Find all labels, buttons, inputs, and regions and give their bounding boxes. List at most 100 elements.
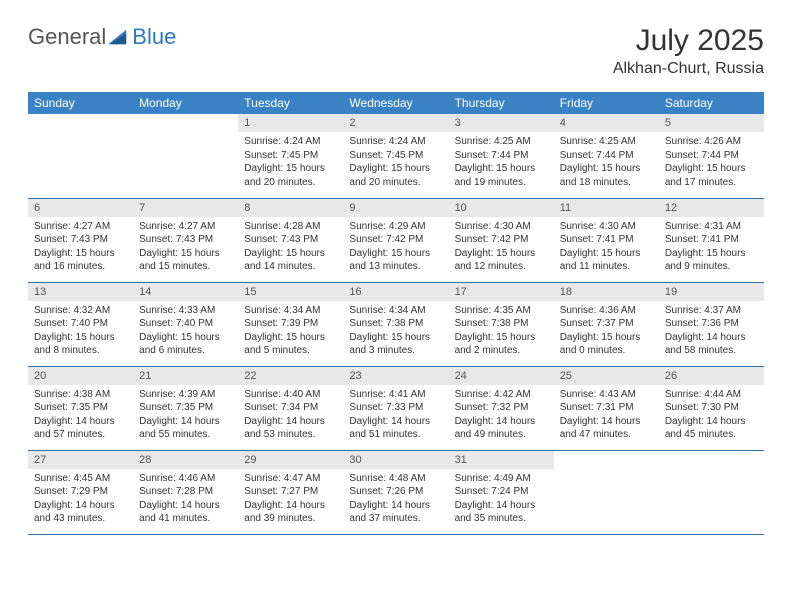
calendar-row: 6Sunrise: 4:27 AMSunset: 7:43 PMDaylight… (28, 198, 764, 282)
daylight-text: Daylight: 15 hours and 9 minutes. (665, 247, 758, 274)
day-number: 22 (238, 367, 343, 385)
day-number: 17 (449, 283, 554, 301)
daylight-text: Daylight: 14 hours and 45 minutes. (665, 415, 758, 442)
daylight-text: Daylight: 14 hours and 35 minutes. (455, 499, 548, 526)
day-data: Sunrise: 4:40 AMSunset: 7:34 PMDaylight:… (238, 385, 343, 448)
header: General Blue July 2025 Alkhan-Churt, Rus… (28, 24, 764, 78)
day-number: 31 (449, 451, 554, 469)
day-data: Sunrise: 4:29 AMSunset: 7:42 PMDaylight:… (343, 217, 448, 280)
day-data: Sunrise: 4:43 AMSunset: 7:31 PMDaylight:… (554, 385, 659, 448)
day-number: 15 (238, 283, 343, 301)
calendar-row: 13Sunrise: 4:32 AMSunset: 7:40 PMDayligh… (28, 282, 764, 366)
day-number: 8 (238, 199, 343, 217)
day-number: 2 (343, 114, 448, 132)
sunset-text: Sunset: 7:29 PM (34, 485, 127, 499)
calendar-cell: 23Sunrise: 4:41 AMSunset: 7:33 PMDayligh… (343, 366, 448, 450)
daylight-text: Daylight: 14 hours and 58 minutes. (665, 331, 758, 358)
sunrise-text: Sunrise: 4:30 AM (560, 220, 653, 234)
day-number: 16 (343, 283, 448, 301)
sunrise-text: Sunrise: 4:47 AM (244, 472, 337, 486)
day-data: Sunrise: 4:49 AMSunset: 7:24 PMDaylight:… (449, 469, 554, 532)
sunrise-text: Sunrise: 4:42 AM (455, 388, 548, 402)
month-title: July 2025 (613, 24, 764, 58)
day-number: 1 (238, 114, 343, 132)
sunset-text: Sunset: 7:43 PM (244, 233, 337, 247)
calendar-cell: 19Sunrise: 4:37 AMSunset: 7:36 PMDayligh… (659, 282, 764, 366)
sunset-text: Sunset: 7:26 PM (349, 485, 442, 499)
calendar-cell: 25Sunrise: 4:43 AMSunset: 7:31 PMDayligh… (554, 366, 659, 450)
calendar-cell: 24Sunrise: 4:42 AMSunset: 7:32 PMDayligh… (449, 366, 554, 450)
calendar-cell: 21Sunrise: 4:39 AMSunset: 7:35 PMDayligh… (133, 366, 238, 450)
sunset-text: Sunset: 7:44 PM (455, 149, 548, 163)
day-data: Sunrise: 4:32 AMSunset: 7:40 PMDaylight:… (28, 301, 133, 364)
day-data: Sunrise: 4:36 AMSunset: 7:37 PMDaylight:… (554, 301, 659, 364)
daylight-text: Daylight: 14 hours and 57 minutes. (34, 415, 127, 442)
day-data: Sunrise: 4:37 AMSunset: 7:36 PMDaylight:… (659, 301, 764, 364)
calendar-cell: 11Sunrise: 4:30 AMSunset: 7:41 PMDayligh… (554, 198, 659, 282)
day-number: 30 (343, 451, 448, 469)
daylight-text: Daylight: 15 hours and 20 minutes. (244, 162, 337, 189)
day-data: Sunrise: 4:26 AMSunset: 7:44 PMDaylight:… (659, 132, 764, 195)
day-data: Sunrise: 4:30 AMSunset: 7:41 PMDaylight:… (554, 217, 659, 280)
sunset-text: Sunset: 7:32 PM (455, 401, 548, 415)
sunrise-text: Sunrise: 4:32 AM (34, 304, 127, 318)
sunrise-text: Sunrise: 4:36 AM (560, 304, 653, 318)
day-number: 27 (28, 451, 133, 469)
calendar-cell: 22Sunrise: 4:40 AMSunset: 7:34 PMDayligh… (238, 366, 343, 450)
day-data: Sunrise: 4:27 AMSunset: 7:43 PMDaylight:… (28, 217, 133, 280)
sunset-text: Sunset: 7:35 PM (34, 401, 127, 415)
calendar-table: Sunday Monday Tuesday Wednesday Thursday… (28, 92, 764, 535)
sunset-text: Sunset: 7:27 PM (244, 485, 337, 499)
day-data: Sunrise: 4:34 AMSunset: 7:38 PMDaylight:… (343, 301, 448, 364)
calendar-cell: 15Sunrise: 4:34 AMSunset: 7:39 PMDayligh… (238, 282, 343, 366)
sunset-text: Sunset: 7:40 PM (139, 317, 232, 331)
sunrise-text: Sunrise: 4:25 AM (560, 135, 653, 149)
daylight-text: Daylight: 14 hours and 39 minutes. (244, 499, 337, 526)
sunset-text: Sunset: 7:41 PM (665, 233, 758, 247)
sunset-text: Sunset: 7:31 PM (560, 401, 653, 415)
day-number: 13 (28, 283, 133, 301)
sunset-text: Sunset: 7:24 PM (455, 485, 548, 499)
sunrise-text: Sunrise: 4:48 AM (349, 472, 442, 486)
daylight-text: Daylight: 14 hours and 51 minutes. (349, 415, 442, 442)
daylight-text: Daylight: 15 hours and 11 minutes. (560, 247, 653, 274)
day-number: 6 (28, 199, 133, 217)
sunset-text: Sunset: 7:41 PM (560, 233, 653, 247)
daylight-text: Daylight: 15 hours and 6 minutes. (139, 331, 232, 358)
col-saturday: Saturday (659, 92, 764, 114)
sunset-text: Sunset: 7:43 PM (139, 233, 232, 247)
calendar-cell: 1Sunrise: 4:24 AMSunset: 7:45 PMDaylight… (238, 114, 343, 198)
calendar-cell: 6Sunrise: 4:27 AMSunset: 7:43 PMDaylight… (28, 198, 133, 282)
sunrise-text: Sunrise: 4:31 AM (665, 220, 758, 234)
day-number: 19 (659, 283, 764, 301)
col-friday: Friday (554, 92, 659, 114)
daylight-text: Daylight: 15 hours and 14 minutes. (244, 247, 337, 274)
calendar-cell: 16Sunrise: 4:34 AMSunset: 7:38 PMDayligh… (343, 282, 448, 366)
day-number: 14 (133, 283, 238, 301)
day-data: Sunrise: 4:42 AMSunset: 7:32 PMDaylight:… (449, 385, 554, 448)
sunrise-text: Sunrise: 4:28 AM (244, 220, 337, 234)
day-data: Sunrise: 4:38 AMSunset: 7:35 PMDaylight:… (28, 385, 133, 448)
sunrise-text: Sunrise: 4:37 AM (665, 304, 758, 318)
sunrise-text: Sunrise: 4:38 AM (34, 388, 127, 402)
calendar-cell: 4Sunrise: 4:25 AMSunset: 7:44 PMDaylight… (554, 114, 659, 198)
sunrise-text: Sunrise: 4:43 AM (560, 388, 653, 402)
daylight-text: Daylight: 14 hours and 41 minutes. (139, 499, 232, 526)
calendar-cell: 27Sunrise: 4:45 AMSunset: 7:29 PMDayligh… (28, 450, 133, 534)
sunset-text: Sunset: 7:39 PM (244, 317, 337, 331)
calendar-cell: 7Sunrise: 4:27 AMSunset: 7:43 PMDaylight… (133, 198, 238, 282)
sunrise-text: Sunrise: 4:35 AM (455, 304, 548, 318)
daylight-text: Daylight: 15 hours and 13 minutes. (349, 247, 442, 274)
sunrise-text: Sunrise: 4:33 AM (139, 304, 232, 318)
sunset-text: Sunset: 7:43 PM (34, 233, 127, 247)
calendar-cell: 20Sunrise: 4:38 AMSunset: 7:35 PMDayligh… (28, 366, 133, 450)
calendar-cell: 26Sunrise: 4:44 AMSunset: 7:30 PMDayligh… (659, 366, 764, 450)
daylight-text: Daylight: 15 hours and 5 minutes. (244, 331, 337, 358)
daylight-text: Daylight: 14 hours and 37 minutes. (349, 499, 442, 526)
calendar-cell: 3Sunrise: 4:25 AMSunset: 7:44 PMDaylight… (449, 114, 554, 198)
calendar-cell: 10Sunrise: 4:30 AMSunset: 7:42 PMDayligh… (449, 198, 554, 282)
sunset-text: Sunset: 7:34 PM (244, 401, 337, 415)
daylight-text: Daylight: 14 hours and 43 minutes. (34, 499, 127, 526)
day-number: 3 (449, 114, 554, 132)
day-data: Sunrise: 4:27 AMSunset: 7:43 PMDaylight:… (133, 217, 238, 280)
